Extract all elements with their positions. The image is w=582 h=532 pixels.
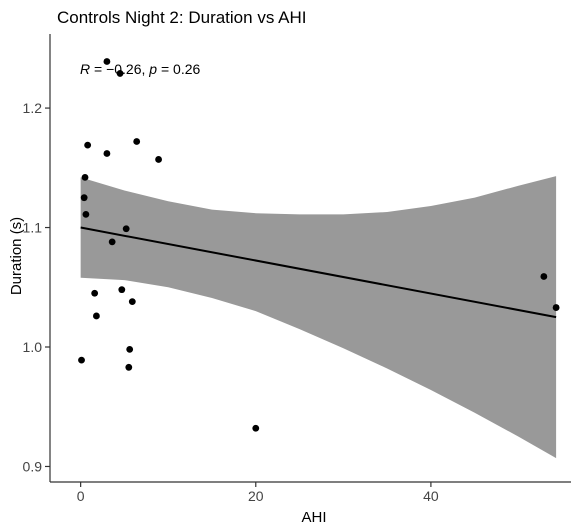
data-point-11: [108, 238, 116, 246]
data-point-14: [128, 298, 136, 306]
data-point-16: [78, 356, 85, 364]
axes-layer: 0 20 40 0.9 1.0 1.1 1.2: [23, 34, 571, 504]
r-label: R: [80, 61, 90, 77]
x-tick-label-0: 0: [77, 488, 85, 504]
data-point-6: [155, 156, 162, 163]
data-point-15: [93, 312, 100, 320]
p-value: = 0.26: [157, 61, 200, 77]
y-tick-label-1.1: 1.1: [23, 220, 43, 236]
data-point-12: [118, 286, 126, 294]
data-point-7: [81, 173, 89, 181]
confidence-band-layer: [80, 176, 557, 459]
data-point-9: [82, 210, 90, 218]
fit-line-layer: [80, 226, 557, 319]
y-tick-label-0.9: 0.9: [23, 458, 43, 474]
x-tick-label-20: 20: [248, 488, 264, 504]
data-point-2: [116, 70, 124, 77]
points-layer: [78, 58, 560, 432]
data-point-3: [84, 141, 92, 149]
data-point-21: [552, 304, 560, 311]
chart-title: Controls Night 2: Duration vs AHI: [57, 8, 306, 27]
data-point-10: [122, 225, 130, 233]
data-point-8: [80, 194, 88, 202]
data-point-13: [91, 289, 99, 297]
data-point-20: [540, 273, 548, 280]
p-label: p: [148, 61, 157, 77]
y-axis-title: Duration (s): [8, 217, 25, 295]
r-value: = −0.26,: [90, 61, 149, 77]
regression-line: [80, 226, 557, 319]
data-point-1: [103, 58, 111, 65]
x-axis-title: AHI: [301, 509, 326, 526]
y-tick-label-1.0: 1.0: [23, 339, 43, 355]
data-point-4: [103, 150, 111, 157]
data-point-5: [133, 138, 141, 145]
x-tick-label-40: 40: [423, 488, 439, 504]
data-point-17: [126, 345, 134, 353]
y-tick-label-1.2: 1.2: [23, 100, 43, 116]
data-point-18: [125, 363, 133, 371]
correlation-annotation: R = −0.26, p = 0.26: [80, 61, 201, 77]
data-point-19: [252, 424, 260, 432]
confidence-band: [80, 176, 557, 459]
